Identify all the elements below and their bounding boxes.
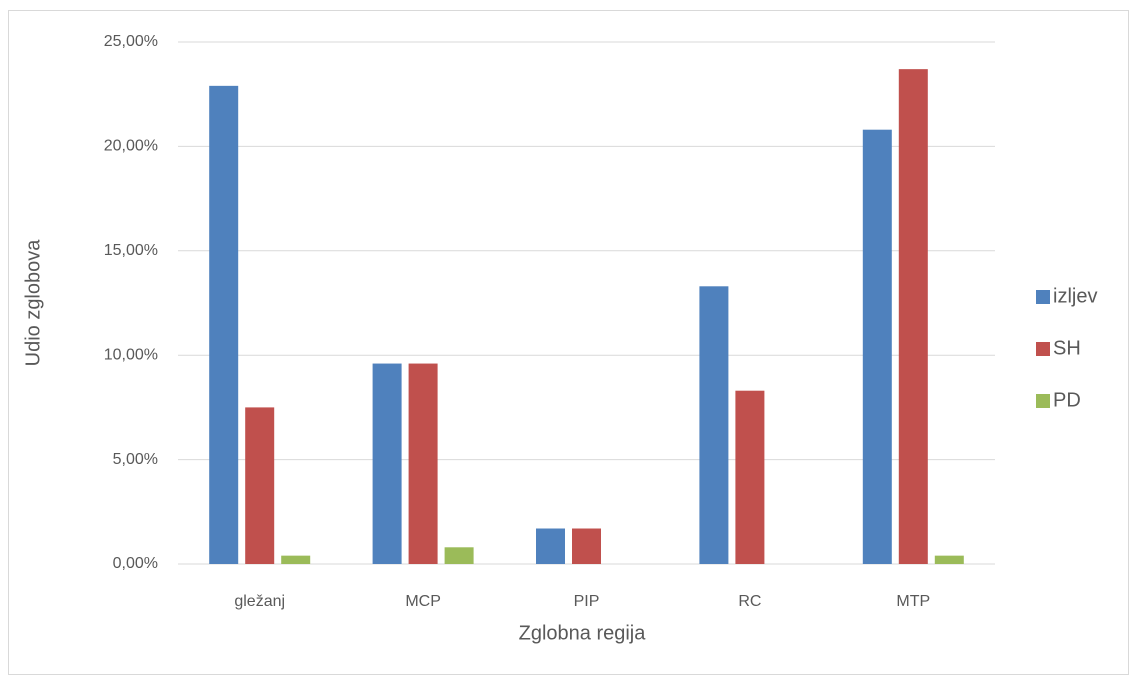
bar — [408, 363, 438, 564]
bar — [536, 528, 565, 564]
x-tick-label: MCP — [405, 593, 441, 610]
legend-label: izljev — [1053, 285, 1097, 307]
legend-label: SH — [1053, 337, 1081, 359]
y-tick-label: 0,00% — [113, 555, 158, 572]
bar — [699, 286, 729, 564]
y-axis-title: Udio zglobova — [22, 239, 44, 367]
bar — [735, 390, 765, 564]
legend-swatch — [1036, 342, 1050, 356]
bar — [862, 129, 892, 565]
y-tick-label: 20,00% — [104, 138, 158, 155]
bar — [281, 555, 311, 564]
legend-swatch — [1036, 290, 1050, 304]
bar — [934, 555, 964, 564]
bar — [372, 363, 402, 564]
legend-swatch — [1036, 394, 1050, 408]
bar — [209, 85, 239, 565]
y-tick-label: 5,00% — [113, 451, 158, 468]
bar — [245, 407, 275, 564]
x-axis-title: Zglobna regija — [519, 622, 647, 644]
bar — [572, 528, 601, 564]
x-tick-label: PIP — [574, 593, 600, 610]
y-tick-label: 25,00% — [104, 33, 158, 50]
x-tick-label: gležanj — [234, 593, 285, 610]
y-tick-label: 10,00% — [104, 346, 158, 363]
chart-border — [8, 10, 1129, 675]
legend-label: PD — [1053, 389, 1081, 411]
x-tick-label: RC — [738, 593, 761, 610]
x-tick-label: MTP — [896, 593, 930, 610]
y-tick-label: 15,00% — [104, 242, 158, 259]
bar — [444, 547, 474, 564]
bar — [898, 69, 928, 565]
